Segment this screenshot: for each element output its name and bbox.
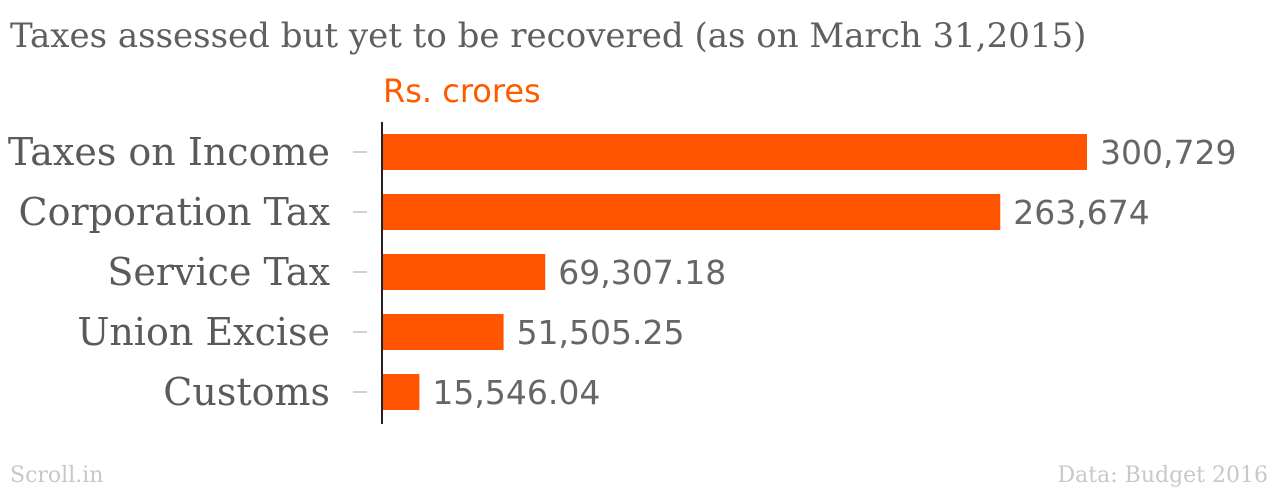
bar: [383, 254, 546, 290]
value-label: 69,307.18: [558, 253, 726, 292]
bars-layer: Taxes on Income 300,729 Corporation Tax 263…: [8, 130, 1237, 414]
bar: [383, 374, 420, 410]
bar: [383, 134, 1087, 170]
bar: [383, 194, 1001, 230]
value-label: 15,546.04: [432, 373, 600, 412]
footer-source-left: Scroll.in: [10, 463, 103, 488]
category-label: Union Excise: [77, 310, 330, 354]
category-label: Taxes on Income: [8, 130, 330, 174]
category-label: Service Tax: [107, 250, 330, 294]
value-label: 300,729: [1100, 133, 1236, 172]
category-label: Customs: [163, 370, 330, 414]
value-label: 263,674: [1013, 193, 1149, 232]
footer-source-right: Data: Budget 2016: [1058, 463, 1268, 488]
category-label: Corporation Tax: [19, 190, 330, 234]
bar: [383, 314, 504, 350]
value-label: 51,505.25: [517, 313, 685, 352]
unit-label: Rs. crores: [383, 72, 541, 110]
chart-title: Taxes assessed but yet to be recovered (…: [10, 16, 1086, 56]
